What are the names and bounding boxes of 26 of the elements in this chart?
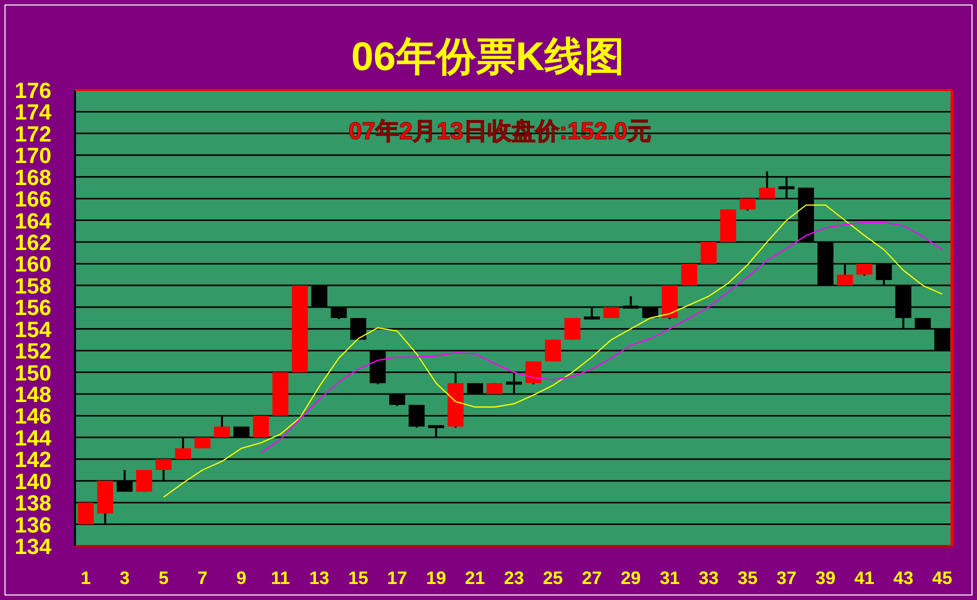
x-tick-label: 17 [387, 568, 408, 588]
line-series [162, 204, 943, 498]
x-tick-label: 33 [698, 568, 719, 588]
x-tick-label: 13 [309, 568, 330, 588]
chart-title: 06年份票K线图 [351, 35, 625, 79]
x-tick-label: 45 [932, 568, 952, 588]
x-tick-label: 7 [198, 568, 208, 588]
x-tick-label: 21 [465, 568, 486, 588]
x-tick-label: 31 [660, 568, 680, 588]
x-tick-label: 39 [815, 568, 836, 588]
x-tick-label: 15 [348, 568, 368, 588]
x-tick-label: 3 [120, 568, 130, 588]
x-tick-label: 43 [893, 568, 914, 588]
x-tick-label: 37 [776, 568, 797, 588]
x-tick-label: 35 [738, 568, 758, 588]
x-tick-label: 23 [504, 568, 524, 588]
x-tick-label: 9 [236, 568, 246, 588]
line-series [260, 222, 943, 454]
x-tick-label: 11 [270, 568, 290, 588]
x-tick-label: 41 [854, 568, 874, 588]
x-tick-label: 1 [80, 568, 91, 588]
x-tick-label: 29 [620, 568, 641, 588]
x-tick-label: 25 [542, 568, 563, 588]
x-tick-label: 19 [426, 568, 446, 588]
x-tick-label: 5 [158, 568, 169, 588]
x-tick-label: 27 [582, 568, 602, 588]
